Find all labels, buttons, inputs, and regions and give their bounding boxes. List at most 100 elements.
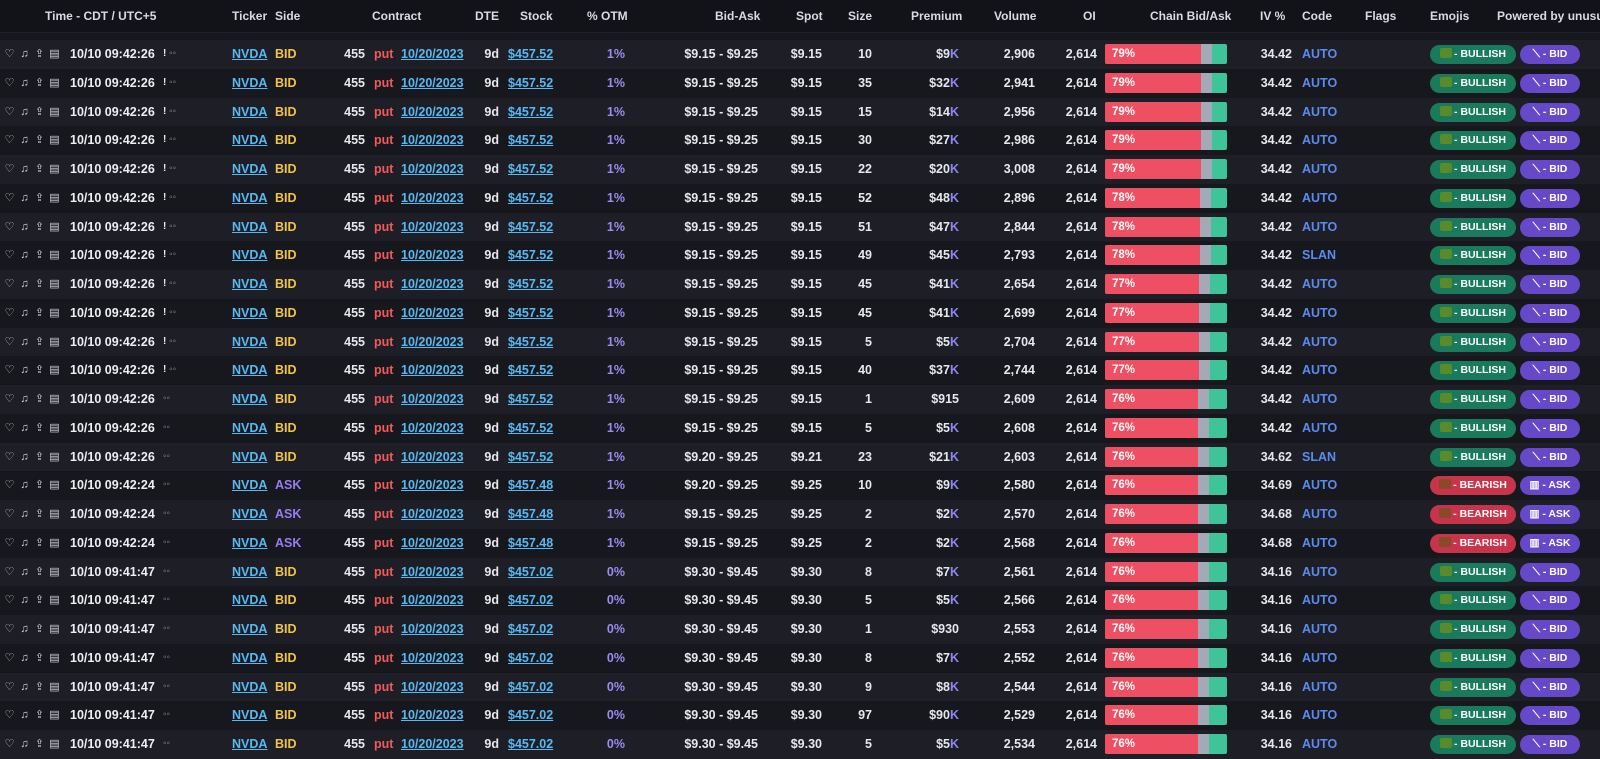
music-note-icon[interactable]: ♫ [20,508,29,520]
bearish-badge[interactable]: - BEARISH [1430,533,1516,553]
stock-price-link[interactable]: $457.52 [508,363,554,378]
stock-price-link[interactable]: $457.48 [508,535,554,550]
side-badge[interactable]: ⟍ - BID [1520,217,1580,237]
expiration-link[interactable]: 10/20/2023 [401,708,464,723]
side-badge[interactable]: ⟍ - BID [1520,620,1580,639]
share-icon[interactable]: ⇪ [34,738,45,750]
ticker-link[interactable]: NVDA [232,363,268,378]
share-icon[interactable]: ⇪ [34,508,45,520]
table-row[interactable]: ♡ ♫ ⇪ ▤ 10/10 09:41:47 ◦◦ NVDA BID 455 put 10/20/… [0,730,1600,759]
music-note-icon[interactable]: ♫ [20,738,29,750]
heart-icon[interactable]: ♡ [4,134,15,147]
clipboard-icon[interactable]: ▤ [49,536,60,549]
share-icon[interactable]: ⇪ [34,335,45,348]
stock-price-link[interactable]: $457.52 [508,162,554,176]
side-badge[interactable]: ⟍ - BID [1520,303,1580,323]
share-icon[interactable]: ⇪ [34,536,45,549]
bullish-badge[interactable]: - BULLISH [1430,648,1516,668]
clipboard-icon[interactable]: ▤ [49,134,60,147]
ticker-link[interactable]: NVDA [232,47,268,61]
ticker-link[interactable]: NVDA [232,334,268,349]
table-row[interactable]: ♡ ♫ ⇪ ▤ 10/10 09:42:24 ◦◦ NVDA ASK 455 put 10/20/… [0,500,1600,529]
heart-icon[interactable]: ♡ [4,680,15,693]
heart-icon[interactable]: ♡ [4,421,15,434]
heart-icon[interactable]: ♡ [4,335,15,348]
clipboard-icon[interactable]: ▤ [49,738,60,750]
expiration-link[interactable]: 10/20/2023 [401,535,464,550]
header-chain-bid-ask[interactable]: Chain Bid/Ask [1150,9,1232,23]
share-icon[interactable]: ⇪ [34,220,45,233]
music-note-icon[interactable]: ♫ [20,163,29,175]
table-row[interactable]: ♡ ♫ ⇪ ▤ 10/10 09:42:26! ◦◦ NVDA BID 455 put 10/20… [0,356,1600,385]
table-row[interactable]: ♡ ♫ ⇪ ▤ 10/10 09:42:24 ◦◦ NVDA ASK 455 put 10/20/… [0,471,1600,500]
side-badge[interactable]: ⟍ - BID [1520,735,1580,754]
bullish-badge[interactable]: - BULLISH [1430,332,1516,352]
ticker-link[interactable]: NVDA [232,564,268,579]
header-dte[interactable]: DTE [475,9,499,23]
clipboard-icon[interactable]: ▤ [49,364,60,377]
clipboard-icon[interactable]: ▤ [49,680,60,693]
header-otm[interactable]: % OTM [587,9,628,23]
stock-price-link[interactable]: $457.02 [508,564,554,579]
header-spot[interactable]: Spot [796,9,823,23]
header-iv[interactable]: IV % [1260,9,1286,23]
side-badge[interactable]: ⟍ - BID [1520,188,1580,208]
share-icon[interactable]: ⇪ [34,565,45,578]
music-note-icon[interactable]: ♫ [20,134,29,147]
header-side[interactable]: Side [275,9,301,23]
heart-icon[interactable]: ♡ [4,393,15,405]
table-row[interactable]: ♡ ♫ ⇪ ▤ 10/10 09:42:26 ◦◦ NVDA BID 455 put 10/20/… [0,385,1600,414]
heart-icon[interactable]: ♡ [4,450,15,463]
clipboard-icon[interactable]: ▤ [49,278,60,290]
expiration-link[interactable]: 10/20/2023 [401,564,464,579]
bullish-badge[interactable]: - BULLISH [1430,418,1516,438]
table-row[interactable]: ♡ ♫ ⇪ ▤ 10/10 09:41:47 ◦◦ NVDA BID 455 put 10/20/… [0,701,1600,730]
share-icon[interactable]: ⇪ [34,278,45,290]
bullish-badge[interactable]: - BULLISH [1430,591,1516,611]
side-badge[interactable]: ⟍ - BID [1520,102,1580,122]
side-badge[interactable]: ⟍ - BID [1520,418,1580,438]
expiration-link[interactable]: 10/20/2023 [401,190,464,205]
table-row[interactable]: ♡ ♫ ⇪ ▤ 10/10 09:41:47 ◦◦ NVDA BID 455 put 10/20/… [0,643,1600,673]
expiration-link[interactable]: 10/20/2023 [401,305,464,320]
stock-price-link[interactable]: $457.48 [508,478,554,493]
clipboard-icon[interactable]: ▤ [49,220,60,233]
share-icon[interactable]: ⇪ [34,105,45,118]
side-badge[interactable]: ⟍ - BID [1520,131,1580,151]
table-row[interactable]: ♡ ♫ ⇪ ▤ 10/10 09:42:26! ◦◦ NVDA BID 455 put 10/20… [0,68,1600,98]
ticker-link[interactable]: NVDA [232,133,268,148]
table-row[interactable]: ♡ ♫ ⇪ ▤ 10/10 09:42:26! ◦◦ NVDA BID 455 put 10/20… [0,241,1600,270]
clipboard-icon[interactable]: ▤ [49,421,60,434]
music-note-icon[interactable]: ♫ [20,393,29,405]
table-row[interactable]: ♡ ♫ ⇪ ▤ 10/10 09:42:24 ◦◦ NVDA ASK 455 put 10/20/… [0,528,1600,558]
ticker-link[interactable]: NVDA [232,420,268,435]
stock-price-link[interactable]: $457.02 [508,708,554,723]
stock-price-link[interactable]: $457.52 [508,449,554,464]
side-badge[interactable]: ▥ - ASK [1520,505,1580,524]
clipboard-icon[interactable]: ▤ [49,163,60,175]
heart-icon[interactable]: ♡ [4,536,15,549]
heart-icon[interactable]: ♡ [4,306,15,319]
clipboard-icon[interactable]: ▤ [49,508,60,520]
expiration-link[interactable]: 10/20/2023 [401,162,464,176]
ticker-link[interactable]: NVDA [232,478,268,493]
clipboard-icon[interactable]: ▤ [49,565,60,578]
expiration-link[interactable]: 10/20/2023 [401,219,464,234]
bullish-badge[interactable]: - BULLISH [1430,735,1516,754]
music-note-icon[interactable]: ♫ [20,278,29,290]
music-note-icon[interactable]: ♫ [20,76,29,89]
heart-icon[interactable]: ♡ [4,48,15,60]
clipboard-icon[interactable]: ▤ [49,76,60,89]
share-icon[interactable]: ⇪ [34,450,45,463]
share-icon[interactable]: ⇪ [34,191,45,204]
side-badge[interactable]: ⟍ - BID [1520,648,1580,668]
stock-price-link[interactable]: $457.52 [508,75,554,90]
expiration-link[interactable]: 10/20/2023 [401,449,464,464]
ticker-link[interactable]: NVDA [232,392,268,406]
clipboard-icon[interactable]: ▤ [49,191,60,204]
heart-icon[interactable]: ♡ [4,565,15,578]
heart-icon[interactable]: ♡ [4,508,15,520]
header-flags[interactable]: Flags [1365,9,1397,23]
music-note-icon[interactable]: ♫ [20,191,29,204]
music-note-icon[interactable]: ♫ [20,450,29,463]
